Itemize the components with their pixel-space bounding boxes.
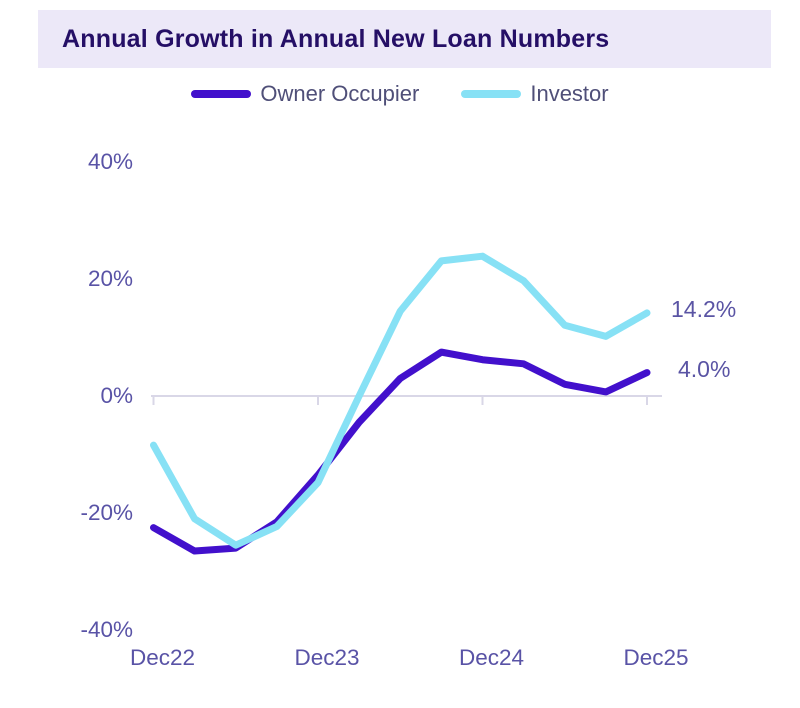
y-tick-label-neg20pct: -20%: [80, 500, 133, 525]
x-tick-label-dec24: Dec24: [458, 645, 525, 670]
y-tick-label-20pct: 20%: [87, 266, 133, 291]
legend-label-investor: Investor: [530, 81, 609, 106]
legend-item-owner-occupier: Owner Occupier: [191, 81, 419, 107]
y-tick-label-neg40pct: -40%: [80, 617, 133, 642]
chart-title: Annual Growth in Annual New Loan Numbers: [62, 24, 610, 53]
y-tick-label-40pct: 40%: [87, 149, 133, 174]
legend-item-investor: Investor: [461, 81, 609, 107]
investor-end-value-label: 14.2%: [671, 296, 737, 322]
legend-label-owner-occupier: Owner Occupier: [260, 81, 420, 106]
legend-swatch-investor-line-icon: [461, 90, 522, 98]
x-tick-label-dec25: Dec25: [623, 645, 689, 670]
y-tick-label-0pct: 0%: [100, 383, 133, 408]
legend: Owner Occupier Investor: [0, 79, 800, 109]
x-tick-label-dec23: Dec23: [294, 645, 360, 670]
owner-occupier-end-value-label: 4.0%: [678, 356, 731, 382]
series-line-investor: [150, 252, 651, 549]
series-line-owner-occupier: [150, 348, 651, 555]
legend-swatch-owner-occupier-line-icon: [191, 90, 252, 98]
x-tick-label-dec22: Dec22: [129, 645, 196, 670]
title-band: Annual Growth in Annual New Loan Numbers: [38, 10, 771, 68]
